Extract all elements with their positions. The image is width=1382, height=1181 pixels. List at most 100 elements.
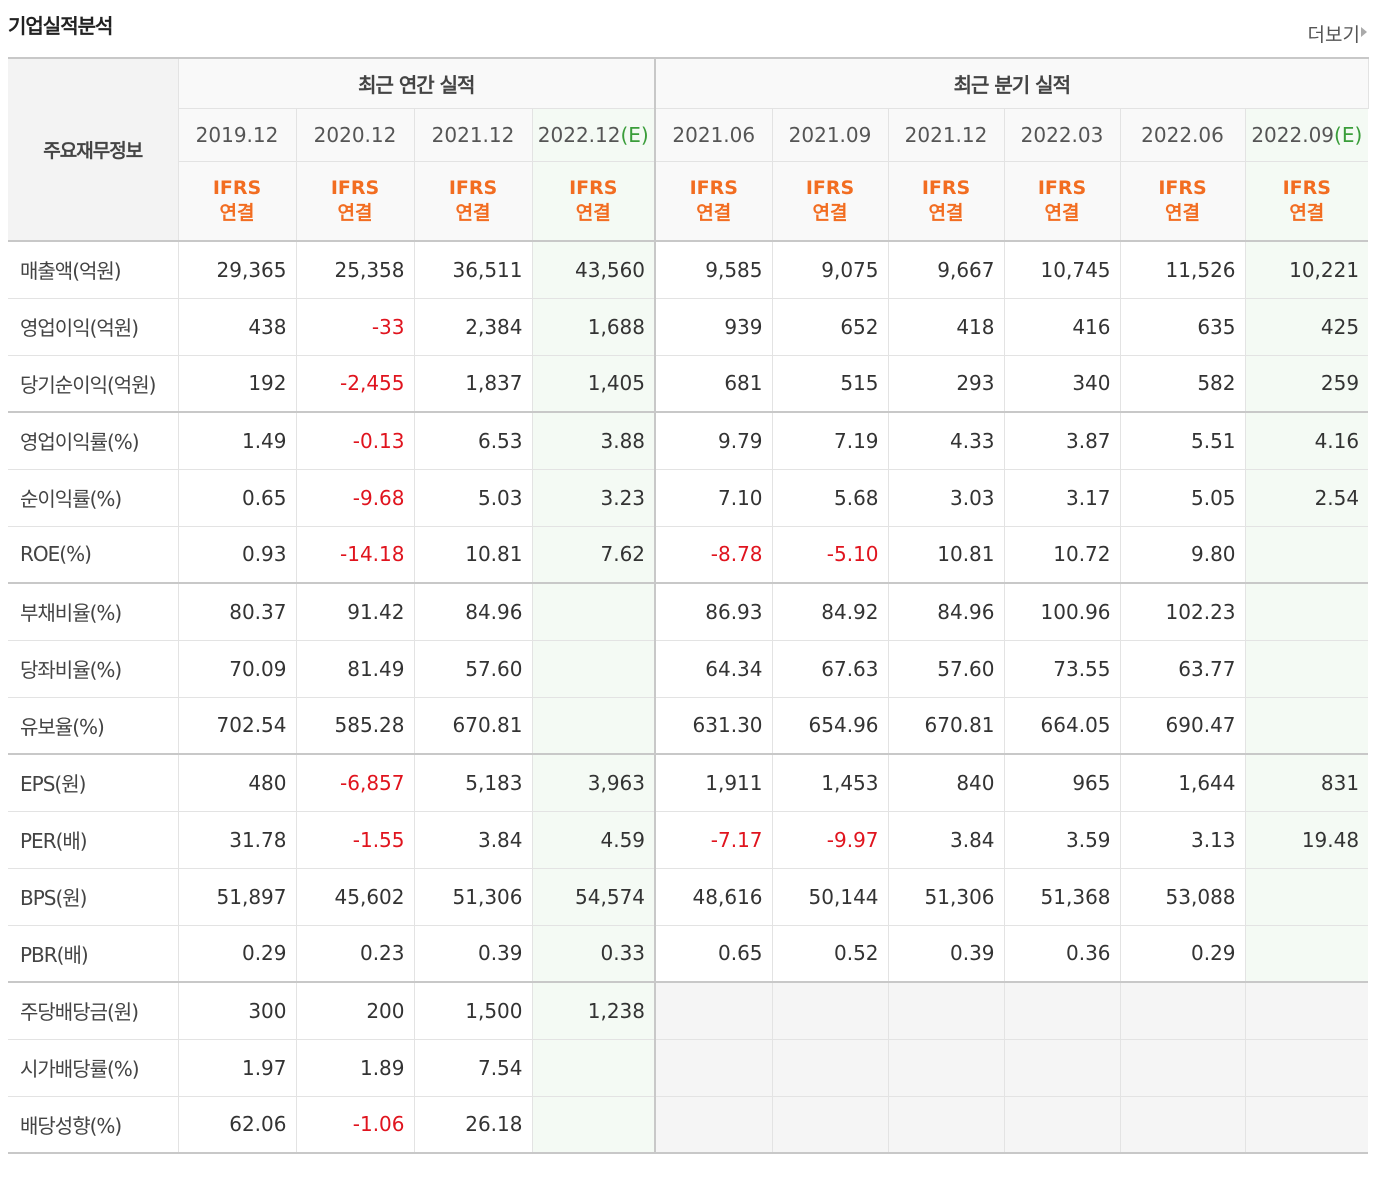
value-cell: 70.09: [177, 639, 297, 698]
basis-row: IFRS 연결 IFRS 연결 IFRS 연결 IFRS 연결 IFRS 연결 IFRS 연결 IFRS…: [8, 160, 1369, 242]
value-cell: 5,183: [413, 753, 533, 812]
value-cell: 9.79: [654, 411, 773, 470]
value-cell: 840: [887, 753, 1005, 812]
consolidation: 연결: [337, 201, 373, 224]
value-cell: 300: [177, 981, 297, 1040]
data-row: 시가배당률(%) 1.97 1.89 7.54: [8, 1038, 1369, 1097]
consolidation: 연결: [1044, 201, 1080, 224]
more-arrow[interactable]: [1361, 27, 1367, 37]
value-cell: 1,405: [531, 354, 656, 413]
basis: IFRS: [212, 176, 262, 199]
row-label: 영업이익(억원): [8, 297, 179, 356]
empty-cell: [1003, 1038, 1121, 1097]
value-cell: 45,602: [295, 867, 415, 926]
value-cell: 100.96: [1003, 582, 1121, 641]
value-cell: 63.77: [1119, 639, 1246, 698]
empty-cell: [1244, 1038, 1369, 1097]
more-link[interactable]: 더보기: [1307, 24, 1360, 46]
basis: IFRS: [1037, 176, 1087, 199]
empty-cell: [1003, 981, 1121, 1040]
consolidation: 연결: [455, 201, 491, 224]
row-label: 매출액(억원): [8, 240, 179, 299]
row-label: 주당배당금(원): [8, 981, 179, 1040]
empty-cell: [1244, 639, 1369, 698]
period-header: 2020.12: [295, 107, 415, 162]
row-header: 주요재무정보: [8, 57, 179, 242]
value-cell: 690.47: [1119, 696, 1246, 755]
value-cell: 9,075: [771, 240, 889, 299]
empty-cell: [1119, 981, 1246, 1040]
estimate-mark: (E): [1334, 122, 1363, 147]
value-cell: 1,238: [531, 981, 656, 1040]
period: 2022.03: [1020, 122, 1104, 147]
row-label: BPS(원): [8, 867, 179, 926]
value-cell: 19.48: [1244, 810, 1369, 869]
period-header: 2021.09: [771, 107, 889, 162]
value-cell: 51,368: [1003, 867, 1121, 926]
value-cell: 670.81: [887, 696, 1005, 755]
row-label: ROE(%): [8, 525, 179, 584]
value-cell: 10,221: [1244, 240, 1369, 299]
empty-cell: [1119, 1095, 1246, 1154]
row-label: PER(배): [8, 810, 179, 869]
row-label: 유보율(%): [8, 696, 179, 755]
period-header: 2022.03: [1003, 107, 1121, 162]
empty-cell: [1244, 867, 1369, 926]
value-cell: 438: [177, 297, 297, 356]
value-cell: 10.72: [1003, 525, 1121, 584]
value-cell: 50,144: [771, 867, 889, 926]
value-cell: 51,306: [413, 867, 533, 926]
value-cell: -33: [295, 297, 415, 356]
value-cell: 4.59: [531, 810, 656, 869]
row-label: EPS(원): [8, 753, 179, 812]
period-header: 2019.12: [177, 107, 297, 162]
data-row: PER(배) 31.78 -1.55 3.84 4.59 -7.17 -9.97 3.84 3.…: [8, 810, 1369, 869]
value-cell: 664.05: [1003, 696, 1121, 755]
value-cell: 0.52: [771, 924, 889, 983]
value-cell: -1.55: [295, 810, 415, 869]
value-cell: 57.60: [887, 639, 1005, 698]
value-cell: 57.60: [413, 639, 533, 698]
value-cell: 515: [771, 354, 889, 413]
data-row: 영업이익률(%) 1.49 -0.13 6.53 3.88 9.79 7.19 4.33 3.8…: [8, 411, 1369, 470]
value-cell: 3.59: [1003, 810, 1121, 869]
value-cell: 670.81: [413, 696, 533, 755]
value-cell: 418: [887, 297, 1005, 356]
empty-cell: [1003, 1095, 1121, 1154]
value-cell: 10.81: [413, 525, 533, 584]
basis: IFRS: [1158, 176, 1207, 199]
value-cell: 5.51: [1119, 411, 1246, 470]
row-label: 부채비율(%): [8, 582, 179, 641]
value-cell: 631.30: [654, 696, 773, 755]
empty-cell: [1244, 924, 1369, 983]
empty-cell: [654, 1038, 773, 1097]
value-cell: 293: [887, 354, 1005, 413]
value-cell: 200: [295, 981, 415, 1040]
value-cell: 7.54: [413, 1038, 533, 1097]
period-row: 2019.12 2020.12 2021.12 2022.12(E) 2021.06 20…: [8, 107, 1369, 162]
empty-cell: [531, 1038, 656, 1097]
value-cell: 635: [1119, 297, 1246, 356]
group-header: 최근 연간 실적: [177, 57, 656, 109]
period-header: 2022.12(E): [531, 107, 656, 162]
value-cell: 10,745: [1003, 240, 1121, 299]
empty-cell: [887, 981, 1005, 1040]
value-cell: 1.97: [177, 1038, 297, 1097]
value-cell: 1,453: [771, 753, 889, 812]
basis-header: IFRS 연결: [654, 160, 773, 242]
value-cell: 48,616: [654, 867, 773, 926]
value-cell: 0.39: [887, 924, 1005, 983]
basis: IFRS: [689, 176, 738, 199]
value-cell: 0.23: [295, 924, 415, 983]
data-row: 당좌비율(%) 70.09 81.49 57.60 64.34 67.63 57.60 73.…: [8, 639, 1369, 698]
value-cell: 80.37: [177, 582, 297, 641]
value-cell: 9,667: [887, 240, 1005, 299]
value-cell: 3.13: [1119, 810, 1246, 869]
data-row: ROE(%) 0.93 -14.18 10.81 7.62 -8.78 -5.10 10.81…: [8, 525, 1369, 584]
period: 2021.12: [431, 122, 515, 147]
empty-cell: [771, 981, 889, 1040]
basis: IFRS: [448, 176, 498, 199]
period-header: 2022.09(E): [1244, 107, 1369, 162]
financial-table: 주요재무정보 최근 연간 실적 최근 분기 실적 2019.12 2020.12 2021…: [8, 57, 1369, 1154]
